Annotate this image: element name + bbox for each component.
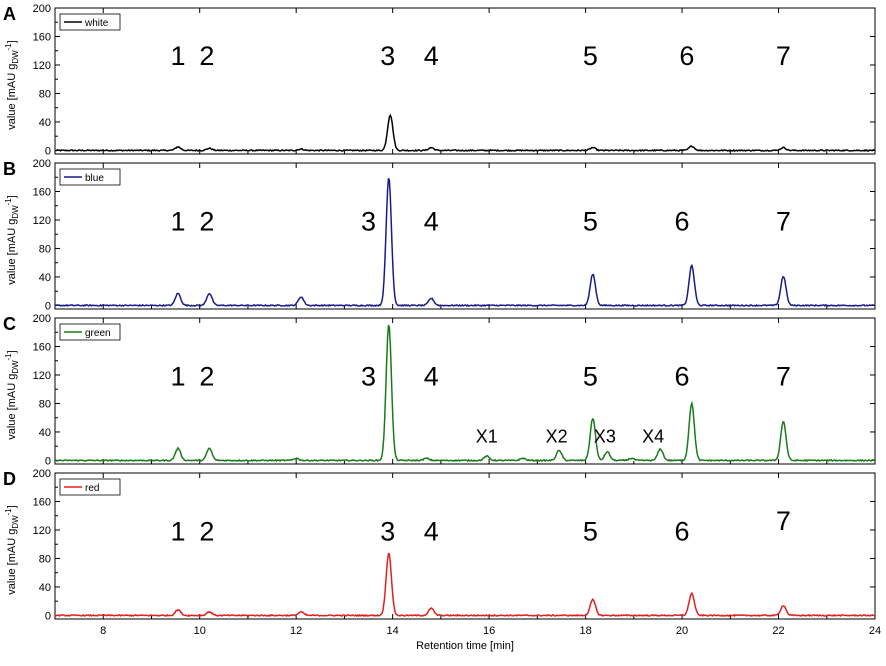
legend: white <box>59 13 121 31</box>
legend-label: blue <box>85 173 104 184</box>
peak-label: 2 <box>199 207 214 237</box>
y-tick-label: 40 <box>39 582 51 594</box>
peak-label: 6 <box>675 517 690 547</box>
series-line-blue <box>54 177 876 308</box>
y-tick-label: 160 <box>33 31 51 43</box>
y-tick-label: 80 <box>39 398 51 410</box>
y-tick-label: 40 <box>39 427 51 439</box>
series-line-white <box>54 113 876 153</box>
peak-label: 1 <box>170 41 185 71</box>
peak-label: 7 <box>776 207 791 237</box>
plot-frame <box>54 162 876 310</box>
peak-label: 2 <box>199 362 214 392</box>
peak-label: 4 <box>424 41 439 71</box>
plot-frame <box>54 472 876 620</box>
peak-label: 1 <box>170 517 185 547</box>
peak-label-small: X3 <box>594 427 616 447</box>
y-tick-label: 200 <box>33 158 51 170</box>
plot-frame <box>54 7 876 155</box>
y-tick-label: 120 <box>33 60 51 72</box>
plot-frame <box>54 317 876 465</box>
panel-letter: A <box>3 4 16 24</box>
legend: red <box>59 478 121 496</box>
panel-letter: D <box>3 469 16 489</box>
peak-label: 4 <box>424 362 439 392</box>
peak-label: 4 <box>424 517 439 547</box>
peak-label: 5 <box>583 362 598 392</box>
x-tick-label: 22 <box>772 625 784 637</box>
y-tick-label: 160 <box>33 186 51 198</box>
peak-label: 3 <box>361 207 376 237</box>
y-tick-label: 120 <box>33 215 51 227</box>
legend: green <box>59 323 121 341</box>
x-tick-label: 12 <box>290 625 302 637</box>
y-tick-label: 160 <box>33 341 51 353</box>
legend-box <box>59 13 121 31</box>
peak-label-small: X1 <box>476 427 498 447</box>
y-tick-label: 0 <box>45 300 51 312</box>
peak-label: 3 <box>380 41 395 71</box>
peak-label: 1 <box>170 362 185 392</box>
peak-label: 2 <box>199 41 214 71</box>
y-tick-label: 200 <box>33 468 51 480</box>
y-axis-label: value [mAU gDW-1] <box>4 40 20 129</box>
y-tick-label: 80 <box>39 553 51 565</box>
legend: blue <box>59 168 121 186</box>
y-tick-label: 40 <box>39 117 51 129</box>
panel-b: B 0 40 80 120 160 200 value [mAU gDW-1] blue 1 2 3 4… <box>3 158 876 312</box>
legend-box <box>59 478 121 496</box>
legend-label: red <box>85 483 99 494</box>
panel-letter: B <box>3 159 16 179</box>
peak-label-small: X4 <box>642 427 664 447</box>
series-line-green <box>54 324 876 463</box>
x-axis-label: Retention time [min] <box>416 640 514 652</box>
peak-label: 5 <box>583 41 598 71</box>
peak-label: 6 <box>679 41 694 71</box>
y-axis-label: value [mAU gDW-1] <box>4 350 20 439</box>
peak-label: 3 <box>380 517 395 547</box>
x-tick-label: 10 <box>194 625 206 637</box>
peak-label: 5 <box>583 207 598 237</box>
series-line-red <box>54 552 876 618</box>
peak-label: 6 <box>675 362 690 392</box>
legend-label: green <box>85 328 111 339</box>
y-axis-label: value [mAU gDW-1] <box>4 505 20 594</box>
peak-label-small: X2 <box>546 427 568 447</box>
y-tick-label: 0 <box>45 455 51 467</box>
y-tick-label: 120 <box>33 525 51 537</box>
y-tick-label: 80 <box>39 88 51 100</box>
x-tick-label: 18 <box>579 625 591 637</box>
x-tick-label: 14 <box>387 625 399 637</box>
y-tick-label: 200 <box>33 3 51 15</box>
y-tick-label: 160 <box>33 496 51 508</box>
peak-label: 7 <box>776 362 791 392</box>
panel-a: A 0 40 80 120 160 200 value [mAU gDW-1] white 1 2 3… <box>3 3 876 157</box>
peak-label: 5 <box>583 517 598 547</box>
peak-label: 7 <box>776 506 791 536</box>
peak-label: 1 <box>170 207 185 237</box>
y-tick-label: 0 <box>45 610 51 622</box>
x-tick-label: 16 <box>483 625 495 637</box>
peak-label: 4 <box>424 207 439 237</box>
peak-label: 6 <box>675 207 690 237</box>
y-tick-label: 120 <box>33 370 51 382</box>
y-axis-label: value [mAU gDW-1] <box>4 195 20 284</box>
y-tick-label: 80 <box>39 243 51 255</box>
y-tick-label: 40 <box>39 272 51 284</box>
peak-label: 2 <box>199 517 214 547</box>
y-tick-label: 0 <box>45 145 51 157</box>
legend-label: white <box>84 18 109 29</box>
panel-c: C 0 40 80 120 160 200 value [mAU gDW-1] green 1 2 3… <box>3 313 876 467</box>
x-tick-label: 8 <box>100 625 106 637</box>
x-tick-label: 24 <box>869 625 881 637</box>
legend-box <box>59 168 121 186</box>
legend-box <box>59 323 121 341</box>
peak-label: 7 <box>776 41 791 71</box>
x-tick-label: 20 <box>676 625 688 637</box>
y-tick-label: 200 <box>33 313 51 325</box>
panel-letter: C <box>3 314 16 334</box>
peak-label: 3 <box>361 362 376 392</box>
